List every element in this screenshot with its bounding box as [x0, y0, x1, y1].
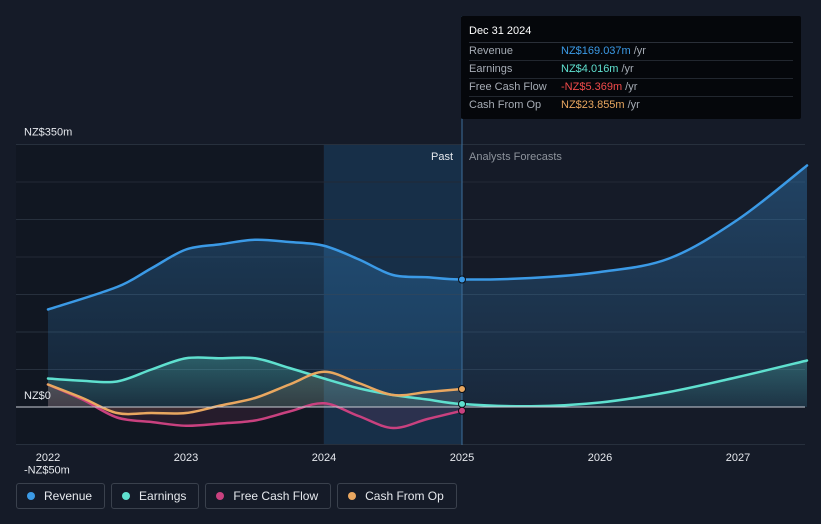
- cash-from-op-line: [46, 370, 464, 416]
- x-axis-tick-label: 2022: [36, 452, 60, 464]
- tooltip-date: Dec 31 2024: [469, 24, 793, 43]
- tooltip-label: Revenue: [469, 45, 514, 57]
- legend-dot-icon: [27, 492, 35, 500]
- tooltip-unit: /yr: [625, 81, 638, 93]
- y-axis-label: NZ$0: [24, 390, 51, 402]
- tooltip-value: NZ$4.016m: [561, 63, 619, 75]
- legend-label: Cash From Op: [365, 489, 444, 503]
- forecast-label: Analysts Forecasts: [469, 151, 562, 163]
- legend-dot-icon: [122, 492, 131, 500]
- legend: Revenue Earnings Free Cash Flow Cash From O…: [16, 483, 457, 511]
- legend-label: Earnings: [139, 489, 187, 503]
- x-axis-tick-label: 2027: [726, 452, 750, 464]
- cash-from-op-area: [48, 371, 462, 415]
- tooltip-row-free-cash-flow: Free Cash Flow -NZ$5.369m/yr: [469, 79, 793, 97]
- legend-dot-icon: [348, 492, 357, 500]
- legend-item-earnings[interactable]: Earnings: [111, 483, 200, 509]
- tooltip-row-revenue: Revenue NZ$169.037m/yr: [469, 43, 793, 61]
- tooltip-unit: /yr: [633, 45, 646, 57]
- series-areas: [48, 165, 807, 429]
- y-axis-label: NZ$350m: [24, 127, 72, 139]
- tooltip-label: Free Cash Flow: [469, 81, 547, 93]
- x-axis-labels: 2022 2023 2024 2025 2026 2027: [36, 452, 750, 464]
- earnings-marker: [458, 400, 466, 408]
- tooltip-unit: /yr: [621, 63, 634, 75]
- free-cash-flow-marker: [458, 406, 466, 415]
- y-axis-label: -NZ$50m: [24, 465, 70, 477]
- tooltip-row-cash-from-op: Cash From Op NZ$23.855m/yr: [469, 97, 793, 114]
- past-label: Past: [431, 151, 453, 163]
- tooltip-label: Earnings: [469, 63, 513, 75]
- tooltip-rows: Revenue NZ$169.037m/yr Earnings NZ$4.016m/y…: [469, 43, 793, 114]
- x-axis-tick-label: 2026: [588, 452, 612, 464]
- legend-label: Revenue: [44, 489, 93, 503]
- legend-dot-icon: [216, 492, 225, 500]
- series-lines: [46, 164, 809, 430]
- tooltip-label: Cash From Op: [469, 99, 542, 111]
- legend-item-free-cash-flow[interactable]: Free Cash Flow: [205, 483, 332, 509]
- tooltip: Dec 31 2024 Revenue NZ$169.037m/yr Earning…: [461, 16, 801, 119]
- revenue-area: [48, 165, 807, 407]
- tooltip-row-earnings: Earnings NZ$4.016m/yr: [469, 61, 793, 79]
- legend-item-revenue[interactable]: Revenue: [16, 483, 106, 509]
- tooltip-unit: /yr: [627, 99, 640, 111]
- endpoint-markers: [458, 275, 466, 415]
- x-axis-tick-label: 2023: [174, 452, 198, 464]
- tooltip-value: NZ$169.037m: [561, 45, 631, 57]
- revenue-line: [46, 164, 809, 311]
- revenue-marker: [458, 275, 466, 284]
- tooltip-value: -NZ$5.369m: [561, 81, 623, 93]
- earnings-line: [46, 356, 809, 408]
- x-axis-tick-label: 2025: [450, 452, 474, 464]
- legend-item-cash-from-op[interactable]: Cash From Op: [337, 483, 457, 509]
- tooltip-value: NZ$23.855m: [561, 99, 625, 111]
- legend-label: Free Cash Flow: [233, 489, 319, 503]
- y-axis-labels: NZ$350m NZ$0 -NZ$50m: [24, 127, 72, 477]
- cash-from-op-marker: [458, 385, 466, 393]
- free-cash-flow-line: [46, 383, 464, 430]
- x-axis-tick-label: 2024: [312, 452, 336, 464]
- free-cash-flow-area: [48, 384, 462, 429]
- earnings-area: [48, 357, 807, 407]
